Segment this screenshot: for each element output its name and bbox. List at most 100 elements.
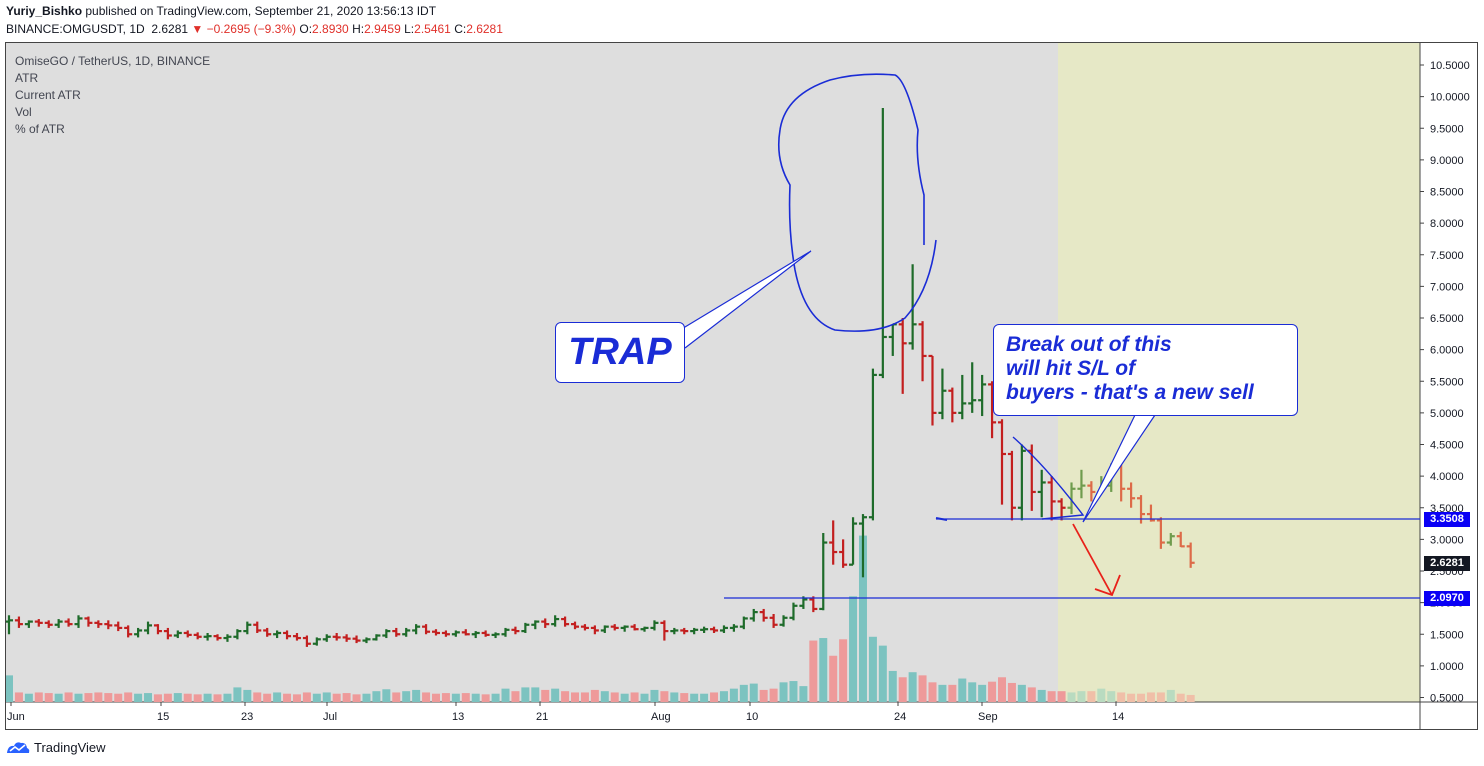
ohlc-bar[interactable]	[1017, 444, 1026, 521]
ohlc-bar[interactable]	[461, 629, 470, 636]
ohlc-bar[interactable]	[352, 635, 361, 644]
ohlc-bar[interactable]	[640, 626, 649, 632]
ohlc-bar[interactable]	[24, 620, 33, 628]
ohlc-bar[interactable]	[163, 627, 172, 640]
ohlc-bar[interactable]	[84, 616, 93, 627]
ohlc-bar[interactable]	[1077, 469, 1086, 499]
trap-callout[interactable]: TRAP	[555, 322, 685, 383]
footer-brand[interactable]: TradingView	[6, 739, 106, 755]
ohlc-bar[interactable]	[382, 629, 391, 639]
ohlc-bar[interactable]	[481, 630, 490, 637]
ohlc-bar[interactable]	[14, 616, 23, 628]
ohlc-bar[interactable]	[1176, 531, 1185, 548]
ohlc-bar[interactable]	[392, 627, 401, 637]
ohlc-bar[interactable]	[302, 635, 311, 647]
ohlc-bar[interactable]	[650, 620, 659, 631]
ohlc-bar[interactable]	[958, 374, 967, 420]
ohlc-bar[interactable]	[571, 621, 580, 630]
ohlc-bar[interactable]	[739, 616, 748, 630]
ohlc-bar[interactable]	[868, 368, 877, 521]
ohlc-bar[interactable]	[878, 108, 887, 379]
ohlc-bar[interactable]	[1087, 481, 1096, 502]
ohlc-bar[interactable]	[173, 630, 182, 639]
ohlc-bar[interactable]	[1047, 476, 1056, 521]
ohlc-bar[interactable]	[292, 632, 301, 641]
ohlc-bar[interactable]	[203, 632, 212, 641]
ohlc-bar[interactable]	[749, 608, 758, 622]
ohlc-bar[interactable]	[332, 632, 341, 641]
legend-item-pct-atr[interactable]: % of ATR	[15, 122, 65, 136]
ohlc-bar[interactable]	[64, 618, 73, 627]
ohlc-bar[interactable]	[819, 533, 828, 611]
ohlc-bar[interactable]	[710, 626, 719, 633]
ohlc-bar[interactable]	[809, 596, 818, 613]
ohlc-bar[interactable]	[789, 602, 798, 621]
ohlc-bar[interactable]	[769, 614, 778, 628]
ohlc-bar[interactable]	[134, 627, 143, 638]
ohlc-bar[interactable]	[422, 624, 431, 635]
ohlc-bar[interactable]	[521, 622, 530, 633]
ohlc-bar[interactable]	[531, 620, 540, 630]
ohlc-bar[interactable]	[978, 374, 987, 417]
ohlc-bar[interactable]	[1127, 482, 1136, 508]
ohlc-bar[interactable]	[938, 368, 947, 420]
ohlc-bar[interactable]	[511, 626, 520, 635]
ohlc-bar[interactable]	[94, 620, 103, 628]
legend-item-current-atr[interactable]: Current ATR	[15, 88, 81, 102]
ohlc-bar[interactable]	[719, 625, 728, 633]
ohlc-bar[interactable]	[183, 630, 192, 638]
ohlc-bar[interactable]	[630, 624, 639, 631]
ohlc-bar[interactable]	[690, 627, 699, 635]
ohlc-bar[interactable]	[223, 634, 232, 642]
ohlc-bar[interactable]	[44, 620, 53, 628]
ohlc-bar[interactable]	[680, 627, 689, 635]
ohlc-bar[interactable]	[948, 387, 957, 423]
ohlc-bar[interactable]	[670, 627, 679, 635]
ohlc-bar[interactable]	[342, 634, 351, 642]
ohlc-bar[interactable]	[1067, 482, 1076, 515]
ohlc-bar[interactable]	[491, 632, 500, 639]
breakout-callout[interactable]: Break out of this will hit S/L of buyers…	[993, 324, 1298, 416]
ohlc-bar[interactable]	[1166, 533, 1175, 546]
ohlc-bar[interactable]	[898, 318, 907, 394]
ohlc-bar[interactable]	[829, 520, 838, 565]
ohlc-bar[interactable]	[501, 627, 510, 637]
ohlc-bar[interactable]	[431, 629, 440, 636]
ohlc-bar[interactable]	[471, 631, 480, 639]
ohlc-bar[interactable]	[551, 615, 560, 627]
ohlc-bar[interactable]	[124, 625, 133, 638]
legend-item-atr[interactable]: ATR	[15, 71, 39, 85]
legend-title[interactable]: OmiseGO / TetherUS, 1D, BINANCE	[15, 54, 211, 68]
ohlc-bar[interactable]	[1037, 469, 1046, 518]
ohlc-bar[interactable]	[1186, 542, 1195, 568]
ohlc-bar[interactable]	[849, 517, 858, 566]
ohlc-bar[interactable]	[580, 624, 589, 631]
ohlc-bar[interactable]	[541, 618, 550, 628]
ohlc-bar[interactable]	[144, 621, 153, 635]
ohlc-bar[interactable]	[1007, 450, 1016, 521]
ohlc-bar[interactable]	[610, 624, 619, 631]
ohlc-bar[interactable]	[322, 634, 331, 642]
ohlc-bar[interactable]	[590, 625, 599, 635]
ohlc-bar[interactable]	[263, 627, 272, 637]
ohlc-bar[interactable]	[372, 634, 381, 641]
ohlc-bar[interactable]	[561, 616, 570, 627]
ohlc-bar[interactable]	[253, 621, 262, 633]
ohlc-bar[interactable]	[451, 630, 460, 637]
ohlc-bar[interactable]	[114, 621, 123, 632]
ohlc-bar[interactable]	[660, 620, 669, 641]
ohlc-bar[interactable]	[312, 637, 321, 646]
legend-item-vol[interactable]: Vol	[15, 105, 32, 119]
ohlc-bar[interactable]	[213, 634, 222, 641]
ohlc-bar[interactable]	[74, 615, 83, 628]
ohlc-bar[interactable]	[729, 624, 738, 632]
ohlc-bar[interactable]	[779, 615, 788, 627]
ohlc-bar[interactable]	[988, 381, 997, 439]
ohlc-bar[interactable]	[1156, 517, 1165, 549]
ohlc-bar[interactable]	[441, 630, 450, 637]
author-name[interactable]: Yuriy_Bishko	[6, 4, 83, 18]
ohlc-bar[interactable]	[153, 624, 162, 635]
ohlc-bar[interactable]	[362, 637, 371, 644]
ohlc-bar[interactable]	[193, 632, 202, 640]
ohlc-bar[interactable]	[968, 362, 977, 413]
